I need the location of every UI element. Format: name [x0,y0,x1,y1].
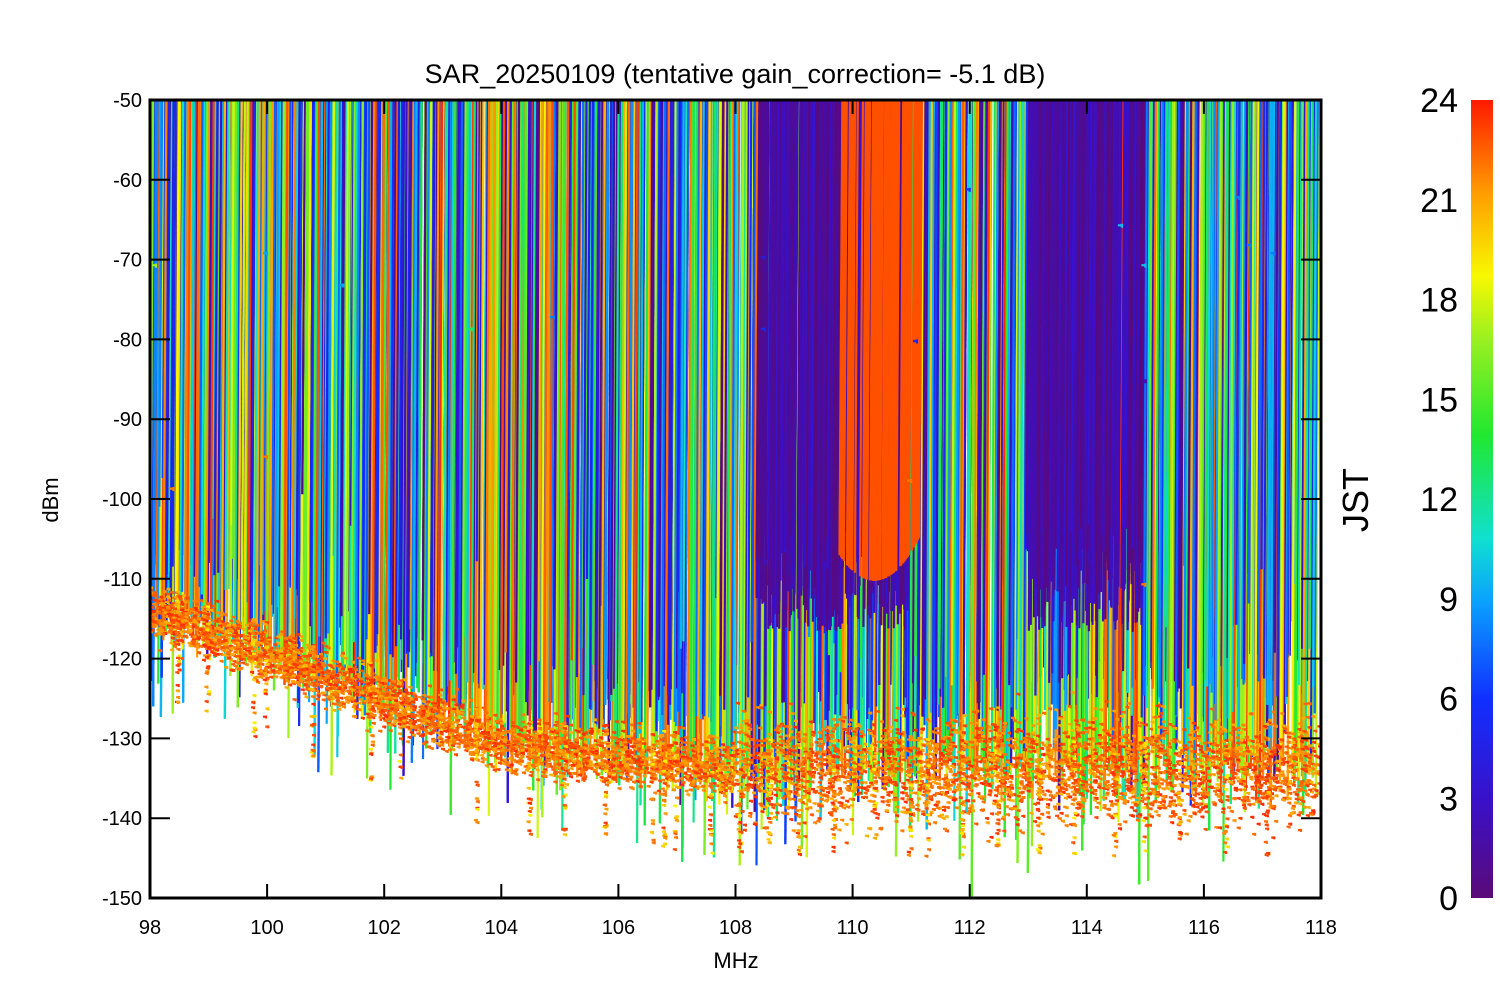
chart-title: SAR_20250109 (tentative gain_correction=… [425,59,1046,89]
data-point [1288,100,1294,656]
data-point [242,100,248,590]
scatter-points [150,100,1321,898]
data-point [939,100,945,697]
data-point [1194,100,1200,733]
data-point [561,100,567,831]
data-point [650,100,657,690]
data-point [328,100,334,651]
data-point [227,100,233,589]
data-point [338,100,344,628]
data-point [1212,100,1218,745]
data-point [991,100,997,789]
data-point [414,100,420,677]
data-point [321,100,328,679]
data-point [948,100,954,759]
data-point [953,100,959,821]
data-point [735,100,741,665]
data-point [1314,100,1321,798]
data-point [289,100,295,588]
data-point [974,100,980,782]
data-point [969,100,975,769]
data-point [1000,100,1006,803]
